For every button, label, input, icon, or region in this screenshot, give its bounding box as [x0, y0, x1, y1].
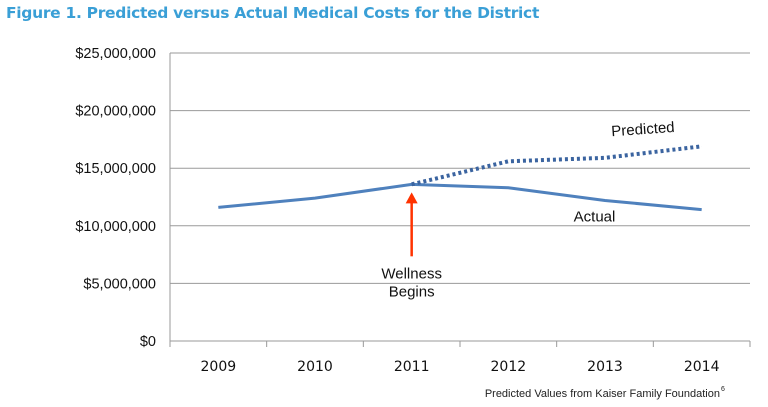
y-tick-label: $5,000,000	[83, 276, 156, 292]
x-tick-label: 2012	[491, 359, 527, 375]
series-line-predicted	[411, 144, 702, 187]
x-tick-label: 2010	[297, 359, 333, 375]
x-tick-label: 2014	[684, 359, 720, 375]
y-tick-label: $20,000,000	[75, 104, 156, 120]
x-tick-label: 2011	[394, 359, 430, 375]
y-tick-label: $25,000,000	[75, 46, 156, 62]
x-tick-label: 2013	[587, 359, 623, 375]
series-line-actual	[218, 182, 702, 212]
series-label-actual: Actual	[574, 209, 616, 226]
y-tick-label: $10,000,000	[75, 219, 156, 235]
chart-title: Figure 1. Predicted versus Actual Medica…	[6, 4, 540, 22]
wellness-arrow-head	[405, 192, 418, 204]
source-footnote-marker: 6	[721, 386, 725, 393]
y-tick-label: $0	[140, 334, 156, 350]
y-tick-label: $15,000,000	[75, 161, 156, 177]
source-note: Predicted Values from Kaiser Family Foun…	[485, 388, 720, 400]
event-label-line1: Wellness	[381, 265, 442, 282]
series-label-predicted: Predicted	[611, 119, 675, 140]
x-tick-label: 2009	[201, 359, 237, 375]
event-label-line2: Begins	[389, 283, 435, 300]
